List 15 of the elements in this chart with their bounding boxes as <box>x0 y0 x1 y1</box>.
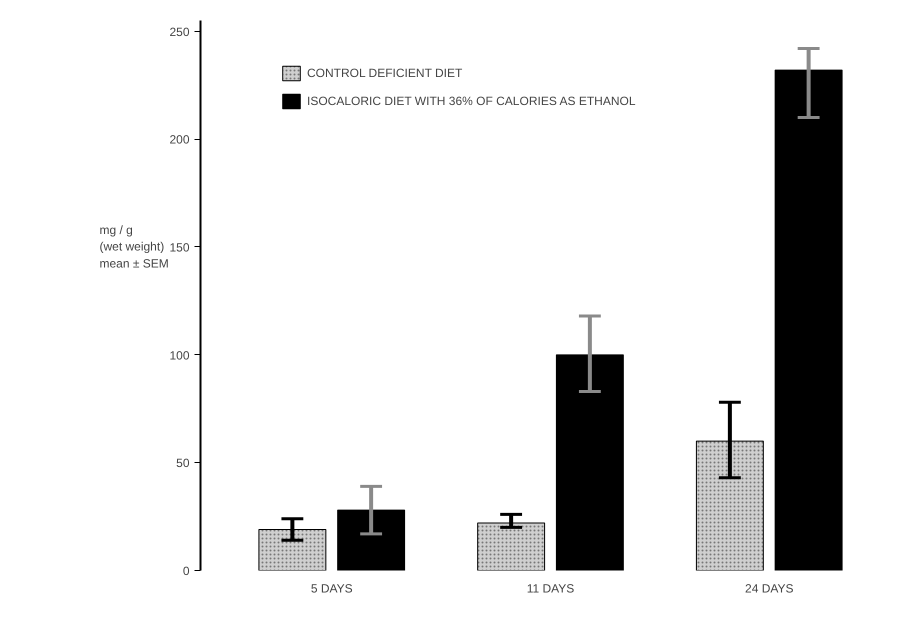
x-tick-label: 24 DAYS <box>745 582 794 596</box>
y-tick-label: 200 <box>169 132 190 147</box>
y-tick-label: 50 <box>176 456 190 470</box>
legend-label: CONTROL DEFICIENT DIET <box>307 66 462 80</box>
y-tick-label: 0 <box>182 564 190 578</box>
legend-label: ISOCALORIC DIET WITH 36% OF CALORIES AS ETHANOL <box>307 94 636 108</box>
bar <box>337 510 406 570</box>
x-tick-label: 11 DAYS <box>526 582 574 596</box>
bar <box>556 354 624 570</box>
bar <box>774 70 843 570</box>
x-tick-label: 5 DAYS <box>310 582 353 596</box>
y-tick-label: 150 <box>169 240 190 254</box>
y-tick-label: 250 <box>169 24 190 39</box>
y-tick-label: 100 <box>169 348 190 362</box>
y-axis-title: mg / g (wet weight) mean ± SEM <box>100 222 169 270</box>
